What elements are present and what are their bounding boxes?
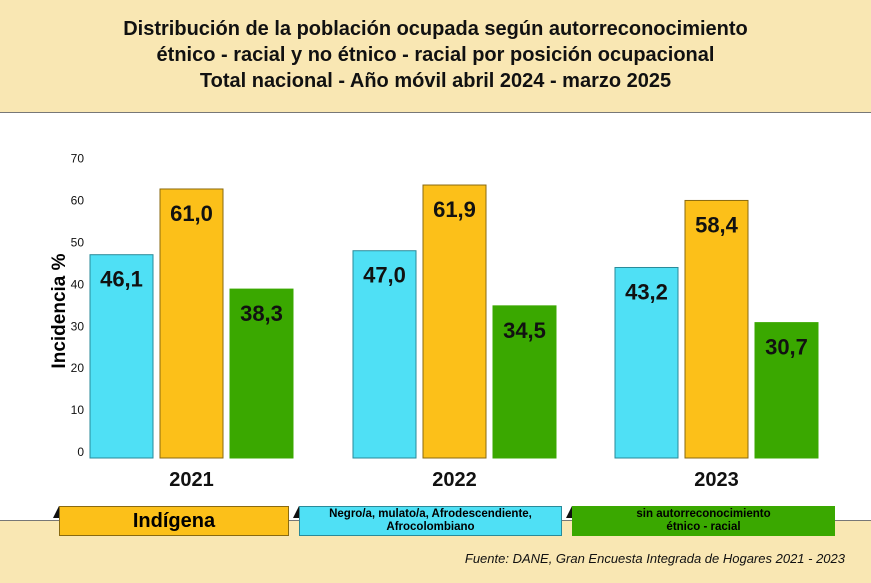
y-tick-label: 10 xyxy=(71,403,85,417)
data-label: 43,2 xyxy=(625,279,668,304)
y-tick-label: 50 xyxy=(71,236,85,250)
legend-tab xyxy=(293,506,299,518)
chart-title: Distribución de la población ocupada seg… xyxy=(0,16,871,94)
data-label: 61,0 xyxy=(170,201,213,226)
header-band xyxy=(0,0,871,113)
y-tick-label: 0 xyxy=(77,445,84,459)
legend-tab xyxy=(53,506,59,518)
title-line: Total nacional - Año móvil abril 2024 - … xyxy=(199,70,672,92)
bar xyxy=(89,254,154,459)
legend-label: étnico - racial xyxy=(666,521,741,533)
y-tick-label: 70 xyxy=(71,152,85,166)
bar xyxy=(614,266,679,459)
bar xyxy=(229,288,294,459)
y-tick-label: 40 xyxy=(71,277,85,291)
legend-indigena: Indígena xyxy=(59,506,289,536)
legend-label: Negro/a, mulato/a, Afrodescendiente, xyxy=(329,508,532,520)
legend-tab xyxy=(566,506,572,518)
y-tick-label: 30 xyxy=(71,319,85,333)
legend-label: sin autorreconocimiento xyxy=(636,508,771,520)
bar xyxy=(684,199,749,459)
bar xyxy=(422,184,487,459)
legend-sin: sin autorreconocimiento étnico - racial xyxy=(572,506,835,536)
bar xyxy=(754,322,819,459)
legend-negro: Negro/a, mulato/a, Afrodescendiente, Afro… xyxy=(299,506,562,536)
legend-label: Afrocolombiano xyxy=(386,521,475,533)
y-tick-label: 20 xyxy=(71,361,85,375)
data-label: 47,0 xyxy=(363,263,406,288)
x-tick-label: 2023 xyxy=(694,469,739,491)
data-label: 38,3 xyxy=(240,301,283,326)
bar xyxy=(492,305,557,459)
y-tick-label: 60 xyxy=(71,194,85,208)
title-line: Distribución de la población ocupada seg… xyxy=(123,18,748,40)
bar xyxy=(159,188,224,459)
data-label: 30,7 xyxy=(765,335,808,360)
x-tick-label: 2022 xyxy=(432,469,477,491)
title-line: étnico - racial y no étnico - racial por… xyxy=(156,44,715,66)
data-label: 46,1 xyxy=(100,267,143,292)
legend-label: Indígena xyxy=(132,509,216,532)
data-label: 34,5 xyxy=(503,318,546,343)
data-label: 61,9 xyxy=(433,197,476,222)
bar xyxy=(352,250,417,459)
x-tick-label: 2021 xyxy=(169,469,214,491)
data-label: 58,4 xyxy=(695,212,739,237)
source-note: Fuente: DANE, Gran Encuesta Integrada de… xyxy=(464,551,845,566)
